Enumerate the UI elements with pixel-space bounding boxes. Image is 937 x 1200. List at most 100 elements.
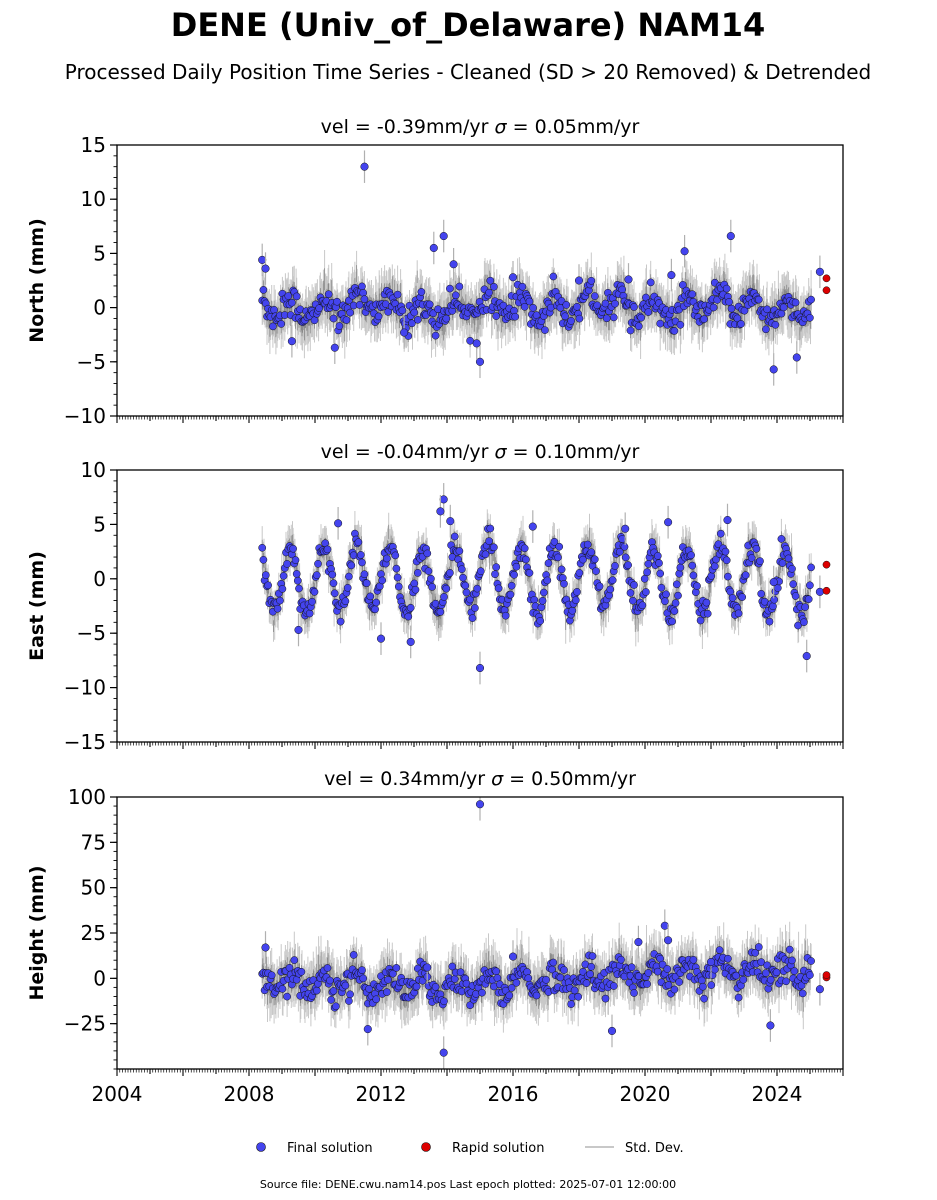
final-point [393, 573, 402, 582]
final-point [663, 965, 672, 973]
final-point [807, 563, 815, 572]
final-point [560, 579, 568, 588]
final-point [671, 599, 680, 607]
final-point [448, 962, 457, 971]
final-point [406, 637, 415, 646]
panel-data [258, 797, 831, 1069]
final-point [754, 295, 763, 304]
final-point [637, 313, 646, 322]
final-point [336, 617, 345, 626]
final-point [709, 303, 718, 312]
y-tick-label: 10 [81, 187, 106, 211]
final-point [710, 965, 719, 974]
final-point [334, 519, 343, 528]
final-point [634, 322, 643, 331]
final-point [752, 544, 761, 553]
final-point [634, 938, 643, 947]
final-point [427, 574, 435, 583]
final-point [754, 943, 763, 951]
final-point [788, 564, 796, 573]
final-point [424, 567, 433, 575]
final-point [740, 306, 749, 315]
panel-ylabel: East (mm) [26, 551, 48, 661]
final-point [575, 569, 584, 577]
final-point [691, 588, 700, 597]
final-point [726, 232, 735, 241]
final-point [588, 952, 597, 960]
final-point [815, 985, 824, 994]
final-point [456, 968, 465, 977]
final-point [721, 547, 730, 556]
final-point [522, 555, 530, 564]
final-point [400, 328, 409, 337]
final-point [537, 603, 546, 612]
final-point [788, 956, 796, 965]
panels-group: vel = -0.39mm/yr σ = 0.05mm/yr North (mm)… [26, 116, 844, 1106]
final-point [431, 983, 440, 991]
final-point [455, 282, 464, 291]
final-point [391, 551, 400, 560]
final-point [360, 570, 369, 579]
final-point [606, 585, 615, 594]
final-point [314, 559, 322, 568]
final-point [611, 299, 619, 308]
final-point [769, 578, 778, 587]
final-point [618, 285, 627, 294]
final-point [676, 563, 685, 572]
final-point [601, 994, 610, 1003]
final-point [582, 979, 591, 988]
final-point [676, 320, 685, 329]
final-point [528, 522, 537, 531]
final-point [328, 570, 337, 579]
final-point [791, 592, 800, 600]
final-point [696, 616, 705, 625]
final-point [587, 548, 596, 557]
y-tick-label: −5 [77, 350, 106, 374]
final-point [417, 288, 426, 296]
final-point [689, 955, 698, 964]
final-point [601, 299, 610, 308]
legend-rapid-marker [421, 1142, 431, 1152]
final-point [543, 576, 552, 585]
final-point [664, 518, 673, 527]
final-point [278, 985, 287, 993]
final-point [798, 989, 807, 998]
final-point [602, 314, 611, 323]
final-point [557, 565, 566, 574]
final-point [461, 581, 470, 590]
final-point [330, 589, 339, 598]
final-point [283, 992, 291, 1001]
final-point [791, 298, 800, 307]
final-point [279, 572, 288, 580]
final-point [789, 580, 798, 588]
final-point [305, 609, 314, 618]
final-point [769, 365, 778, 374]
final-point [259, 555, 268, 564]
final-point [802, 651, 811, 661]
final-point [815, 587, 824, 596]
panel-data [258, 150, 831, 386]
final-point [630, 989, 638, 997]
legend: Final solution Rapid solution Std. Dev. [256, 1141, 684, 1156]
final-point [471, 604, 479, 612]
final-point [290, 956, 299, 964]
final-point [442, 584, 451, 593]
final-point [670, 327, 679, 335]
final-point [492, 563, 501, 571]
final-point [394, 582, 403, 591]
final-point [550, 537, 559, 546]
final-point [523, 968, 531, 976]
final-point [442, 314, 451, 323]
final-point [693, 582, 701, 590]
final-point [592, 567, 600, 575]
final-point [267, 971, 276, 980]
final-point [506, 590, 515, 599]
final-point [590, 292, 599, 300]
final-point [763, 305, 771, 314]
final-point [466, 1001, 474, 1010]
final-point [436, 507, 445, 516]
final-point [329, 314, 338, 323]
final-point [457, 565, 466, 574]
final-point [644, 560, 653, 568]
